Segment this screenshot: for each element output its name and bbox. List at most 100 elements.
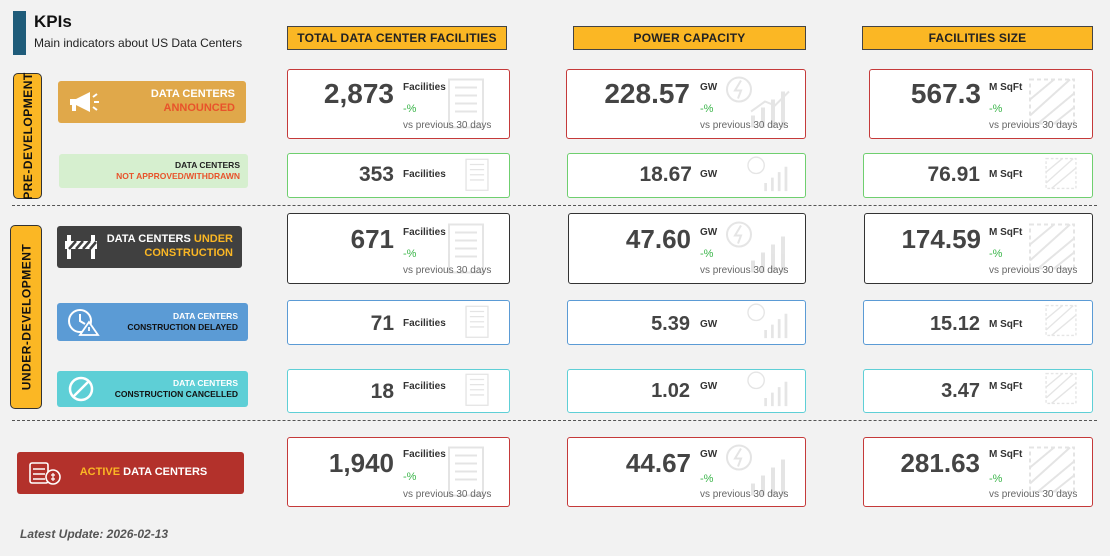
building-icon <box>435 74 497 135</box>
category-line1-highlight: ACTIVE <box>79 466 121 479</box>
kpi-value: 228.57 <box>604 78 690 109</box>
kpi-card-size-announced: 567.3 M SqFt -% vs previous 30 days <box>869 69 1093 139</box>
power-chart-icon <box>723 74 793 135</box>
kpi-unit: GW <box>700 169 718 180</box>
kpi-change: -% <box>700 473 714 485</box>
kpi-card-size-under-construction: 174.59 M SqFt -% vs previous 30 days <box>864 213 1093 284</box>
kpi-unit: M SqFt <box>989 381 1023 392</box>
kpi-comparison-label: vs previous 30 days <box>700 120 789 131</box>
kpi-unit: M SqFt <box>989 169 1023 180</box>
area-icon <box>1024 74 1080 135</box>
kpi-comparison-label: vs previous 30 days <box>403 120 492 131</box>
kpi-unit: Facilities <box>403 227 446 238</box>
building-icon <box>457 301 497 344</box>
category-line2: ANNOUNCED <box>163 102 236 114</box>
kpi-change: -% <box>989 473 1003 485</box>
section-label: UNDER-DEVELOPMENT <box>19 243 34 391</box>
building-icon <box>435 218 497 279</box>
kpi-card-size-active: 281.63 M SqFt -% vs previous 30 days <box>863 437 1093 507</box>
kpi-unit: Facilities <box>403 82 446 93</box>
prohibited-icon <box>57 375 105 403</box>
category-line2: NOT APPROVED/WITHDRAWN <box>116 171 240 181</box>
megaphone-icon <box>58 91 108 113</box>
kpi-value: 71 <box>370 312 394 335</box>
power-chart-icon <box>723 442 793 503</box>
kpi-unit: M SqFt <box>989 227 1023 238</box>
category-line2: CONSTRUCTION DELAYED <box>127 322 238 332</box>
category-line1: DATA CENTERS <box>172 311 238 322</box>
kpi-value: 76.91 <box>927 163 980 186</box>
divider <box>12 205 1097 206</box>
kpi-value: 1,940 <box>328 448 394 478</box>
kpi-card-size-not-approved: 76.91 M SqFt <box>863 153 1093 198</box>
column-header-power: POWER CAPACITY <box>573 26 806 50</box>
kpi-change: -% <box>989 103 1003 115</box>
kpi-card-facilities-under-construction: 671 Facilities -% vs previous 30 days <box>287 213 510 284</box>
kpi-value: 18.67 <box>639 163 692 186</box>
area-icon <box>1024 442 1080 503</box>
barrier-icon <box>57 233 105 261</box>
kpi-value: 2,873 <box>323 78 394 109</box>
power-chart-icon <box>745 301 793 344</box>
kpi-card-size-cancelled: 3.47 M SqFt <box>863 369 1093 413</box>
category-not-approved: DATA CENTERS NOT APPROVED/WITHDRAWN <box>59 154 248 188</box>
category-line2: CONSTRUCTION CANCELLED <box>114 389 238 399</box>
kpi-value: 567.3 <box>910 78 981 109</box>
kpi-card-facilities-delayed: 71 Facilities <box>287 300 510 345</box>
kpi-unit: M SqFt <box>989 449 1023 460</box>
kpi-unit: M SqFt <box>989 319 1023 330</box>
kpi-unit: Facilities <box>403 318 446 329</box>
kpi-change: -% <box>700 103 714 115</box>
category-delayed: DATA CENTERS CONSTRUCTION DELAYED <box>57 303 248 341</box>
kpi-card-power-announced: 228.57 GW -% vs previous 30 days <box>566 69 806 139</box>
kpi-value: 47.60 <box>625 224 691 254</box>
kpi-card-facilities-announced: 2,873 Facilities -% vs previous 30 days <box>287 69 510 139</box>
kpi-value: 671 <box>350 224 394 254</box>
kpi-card-power-delayed: 5.39 GW <box>567 300 806 345</box>
power-chart-icon <box>745 154 793 197</box>
kpi-value: 44.67 <box>625 448 691 478</box>
kpi-value: 15.12 <box>929 313 980 335</box>
kpi-value: 174.59 <box>901 224 981 254</box>
kpi-comparison-label: vs previous 30 days <box>403 489 492 500</box>
clock-warning-icon <box>57 308 109 336</box>
kpi-value: 353 <box>358 163 394 186</box>
kpi-comparison-label: vs previous 30 days <box>989 120 1078 131</box>
kpi-unit: GW <box>700 381 718 392</box>
section-label: PRE-DEVELOPMENT <box>20 72 35 200</box>
category-active: ACTIVE DATA CENTERS <box>17 452 244 494</box>
building-icon <box>457 370 497 412</box>
category-line1-highlight: UNDER <box>193 233 233 246</box>
category-line1: DATA CENTERS <box>174 160 240 171</box>
kpi-card-power-under-construction: 47.60 GW -% vs previous 30 days <box>568 213 806 284</box>
kpi-value: 281.63 <box>900 448 980 478</box>
latest-update: Latest Update: 2026-02-13 <box>20 527 169 541</box>
kpi-change: -% <box>403 471 417 483</box>
section-under-development: UNDER-DEVELOPMENT <box>10 225 42 409</box>
kpi-value: 1.02 <box>651 380 690 402</box>
area-icon <box>1042 154 1080 197</box>
power-chart-icon <box>745 370 793 412</box>
area-icon <box>1024 218 1080 279</box>
kpi-unit: Facilities <box>403 381 446 392</box>
column-header-facilities: TOTAL DATA CENTER FACILITIES <box>287 26 507 50</box>
kpi-value: 3.47 <box>941 380 980 402</box>
kpi-change: -% <box>989 248 1003 260</box>
kpi-card-facilities-active: 1,940 Facilities -% vs previous 30 days <box>287 437 510 507</box>
category-line2: CONSTRUCTION <box>144 247 233 259</box>
building-icon <box>457 154 497 197</box>
kpi-card-size-delayed: 15.12 M SqFt <box>863 300 1093 345</box>
building-icon <box>435 442 497 503</box>
kpi-change: -% <box>403 103 417 115</box>
category-line1: DATA CENTERS <box>120 466 208 479</box>
page-title: KPIs <box>34 12 72 31</box>
category-under-construction: DATA CENTERS UNDER CONSTRUCTION <box>57 226 242 268</box>
category-announced: DATA CENTERS ANNOUNCED <box>58 81 246 123</box>
kpi-change: -% <box>403 248 417 260</box>
kpi-unit: GW <box>700 449 718 460</box>
kpi-card-facilities-cancelled: 18 Facilities <box>287 369 510 413</box>
divider <box>12 420 1097 421</box>
kpi-comparison-label: vs previous 30 days <box>403 265 492 276</box>
area-icon <box>1042 301 1080 344</box>
server-money-icon <box>17 460 73 486</box>
